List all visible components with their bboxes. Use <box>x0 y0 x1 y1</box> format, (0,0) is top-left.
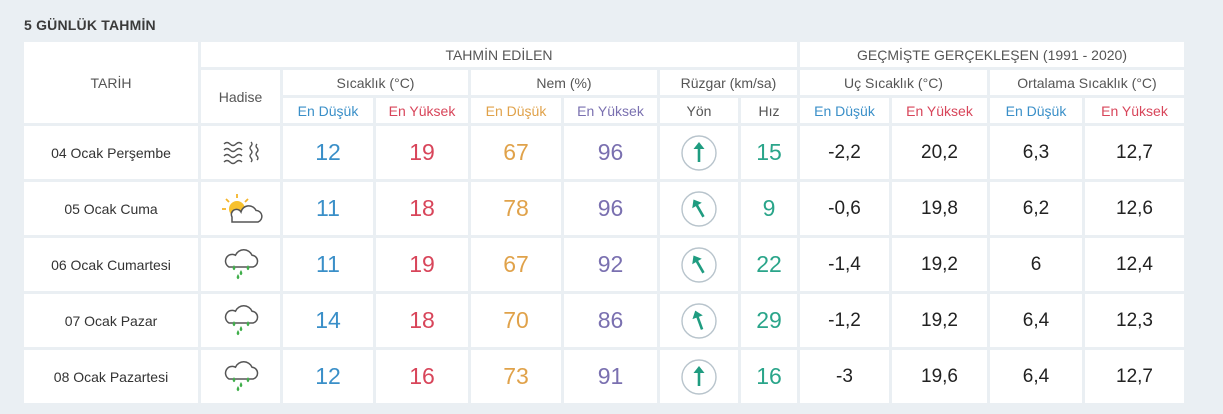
wind-speed-cell: 16 <box>741 350 797 403</box>
wind-header: Rüzgar (km/sa) <box>660 70 797 95</box>
avg-max-cell: 12,3 <box>1085 294 1184 347</box>
ext-min-cell: -2,2 <box>800 126 889 179</box>
wind-arrow-icon <box>660 245 738 285</box>
avg-max-cell: 12,6 <box>1085 182 1184 235</box>
avg-min-cell: 6 <box>990 238 1082 291</box>
temp-max-cell: 18 <box>376 182 468 235</box>
temp-min-cell: 12 <box>283 350 373 403</box>
temp-max-cell: 19 <box>376 238 468 291</box>
wind-dir-header: Yön <box>660 98 738 123</box>
temp-max-cell: 19 <box>376 126 468 179</box>
hum-min-header: En Düşük <box>471 98 561 123</box>
temp-max-cell: 16 <box>376 350 468 403</box>
temp-min-cell: 11 <box>283 238 373 291</box>
date-header: TARİH <box>24 42 198 123</box>
avg-max-cell: 12,4 <box>1085 238 1184 291</box>
extreme-temp-header: Uç Sıcaklık (°C) <box>800 70 987 95</box>
hum-min-cell: 70 <box>471 294 561 347</box>
humidity-header: Nem (%) <box>471 70 657 95</box>
wind-arrow-icon <box>660 189 738 229</box>
date-cell: 05 Ocak Cuma <box>24 182 198 235</box>
wind-arrow-icon <box>660 301 738 341</box>
wind-speed-cell: 22 <box>741 238 797 291</box>
table-row-3: 06 Ocak Cumartesi 11 19 67 92 22 -1,4 19… <box>24 238 1184 291</box>
partly-cloudy-icon <box>201 192 280 226</box>
weather-icon-cell <box>201 350 280 403</box>
hum-min-cell: 67 <box>471 126 561 179</box>
hum-min-cell: 73 <box>471 350 561 403</box>
date-cell: 04 Ocak Perşembe <box>24 126 198 179</box>
date-cell: 06 Ocak Cumartesi <box>24 238 198 291</box>
forecast-table: TARİH TAHMİN EDİLEN GEÇMİŞTE GERÇEKLEŞEN… <box>21 39 1187 406</box>
past-header: GEÇMİŞTE GERÇEKLEŞEN (1991 - 2020) <box>800 42 1184 67</box>
ext-max-cell: 19,2 <box>892 238 987 291</box>
date-cell: 07 Ocak Pazar <box>24 294 198 347</box>
temp-min-cell: 12 <box>283 126 373 179</box>
table-row-1: 04 Ocak Perşembe 12 19 67 96 15 -2,2 20,… <box>24 126 1184 179</box>
avg-temp-header: Ortalama Sıcaklık (°C) <box>990 70 1184 95</box>
avg-min-header: En Düşük <box>990 98 1082 123</box>
weather-icon-cell <box>201 126 280 179</box>
wind-speed-cell: 29 <box>741 294 797 347</box>
hum-max-cell: 86 <box>564 294 657 347</box>
temp-max-header: En Yüksek <box>376 98 468 123</box>
ext-max-header: En Yüksek <box>892 98 987 123</box>
ext-min-header: En Düşük <box>800 98 889 123</box>
avg-min-cell: 6,4 <box>990 350 1082 403</box>
hum-min-cell: 78 <box>471 182 561 235</box>
hum-max-cell: 91 <box>564 350 657 403</box>
hum-max-cell: 92 <box>564 238 657 291</box>
wind-arrow-icon <box>660 357 738 397</box>
forecast-header: TAHMİN EDİLEN <box>201 42 797 67</box>
rain-icon <box>201 304 280 338</box>
date-cell: 08 Ocak Pazartesi <box>24 350 198 403</box>
ext-min-cell: -1,2 <box>800 294 889 347</box>
temp-max-cell: 18 <box>376 294 468 347</box>
wind-direction-cell <box>660 294 738 347</box>
avg-max-cell: 12,7 <box>1085 126 1184 179</box>
wind-direction-cell <box>660 182 738 235</box>
wind-direction-cell <box>660 238 738 291</box>
wind-speed-cell: 9 <box>741 182 797 235</box>
ext-min-cell: -1,4 <box>800 238 889 291</box>
weather-icon-cell <box>201 294 280 347</box>
avg-min-cell: 6,4 <box>990 294 1082 347</box>
ext-min-cell: -0,6 <box>800 182 889 235</box>
ext-max-cell: 19,8 <box>892 182 987 235</box>
ext-max-cell: 20,2 <box>892 126 987 179</box>
wind-speed-cell: 15 <box>741 126 797 179</box>
hum-min-cell: 67 <box>471 238 561 291</box>
ext-min-cell: -3 <box>800 350 889 403</box>
avg-min-cell: 6,2 <box>990 182 1082 235</box>
wind-speed-header: Hız <box>741 98 797 123</box>
rain-icon <box>201 360 280 394</box>
temp-header: Sıcaklık (°C) <box>283 70 468 95</box>
table-row-5: 08 Ocak Pazartesi 12 16 73 91 16 -3 19,6… <box>24 350 1184 403</box>
temp-min-cell: 14 <box>283 294 373 347</box>
wind-direction-cell <box>660 350 738 403</box>
avg-max-cell: 12,7 <box>1085 350 1184 403</box>
hum-max-cell: 96 <box>564 126 657 179</box>
ext-max-cell: 19,6 <box>892 350 987 403</box>
event-header: Hadise <box>201 70 280 123</box>
avg-min-cell: 6,3 <box>990 126 1082 179</box>
temp-min-header: En Düşük <box>283 98 373 123</box>
weather-icon-cell <box>201 238 280 291</box>
wind-arrow-icon <box>660 133 738 173</box>
wind-direction-cell <box>660 126 738 179</box>
ext-max-cell: 19,2 <box>892 294 987 347</box>
hum-max-header: En Yüksek <box>564 98 657 123</box>
page-title: 5 GÜNLÜK TAHMİN <box>24 17 156 33</box>
table-row-2: 05 Ocak Cuma 11 18 78 96 9 -0,6 19,8 6,2… <box>24 182 1184 235</box>
temp-min-cell: 11 <box>283 182 373 235</box>
rain-icon <box>201 248 280 282</box>
fog-icon <box>201 139 280 167</box>
table-row-4: 07 Ocak Pazar 14 18 70 86 29 -1,2 19,2 6… <box>24 294 1184 347</box>
avg-max-header: En Yüksek <box>1085 98 1184 123</box>
weather-icon-cell <box>201 182 280 235</box>
hum-max-cell: 96 <box>564 182 657 235</box>
